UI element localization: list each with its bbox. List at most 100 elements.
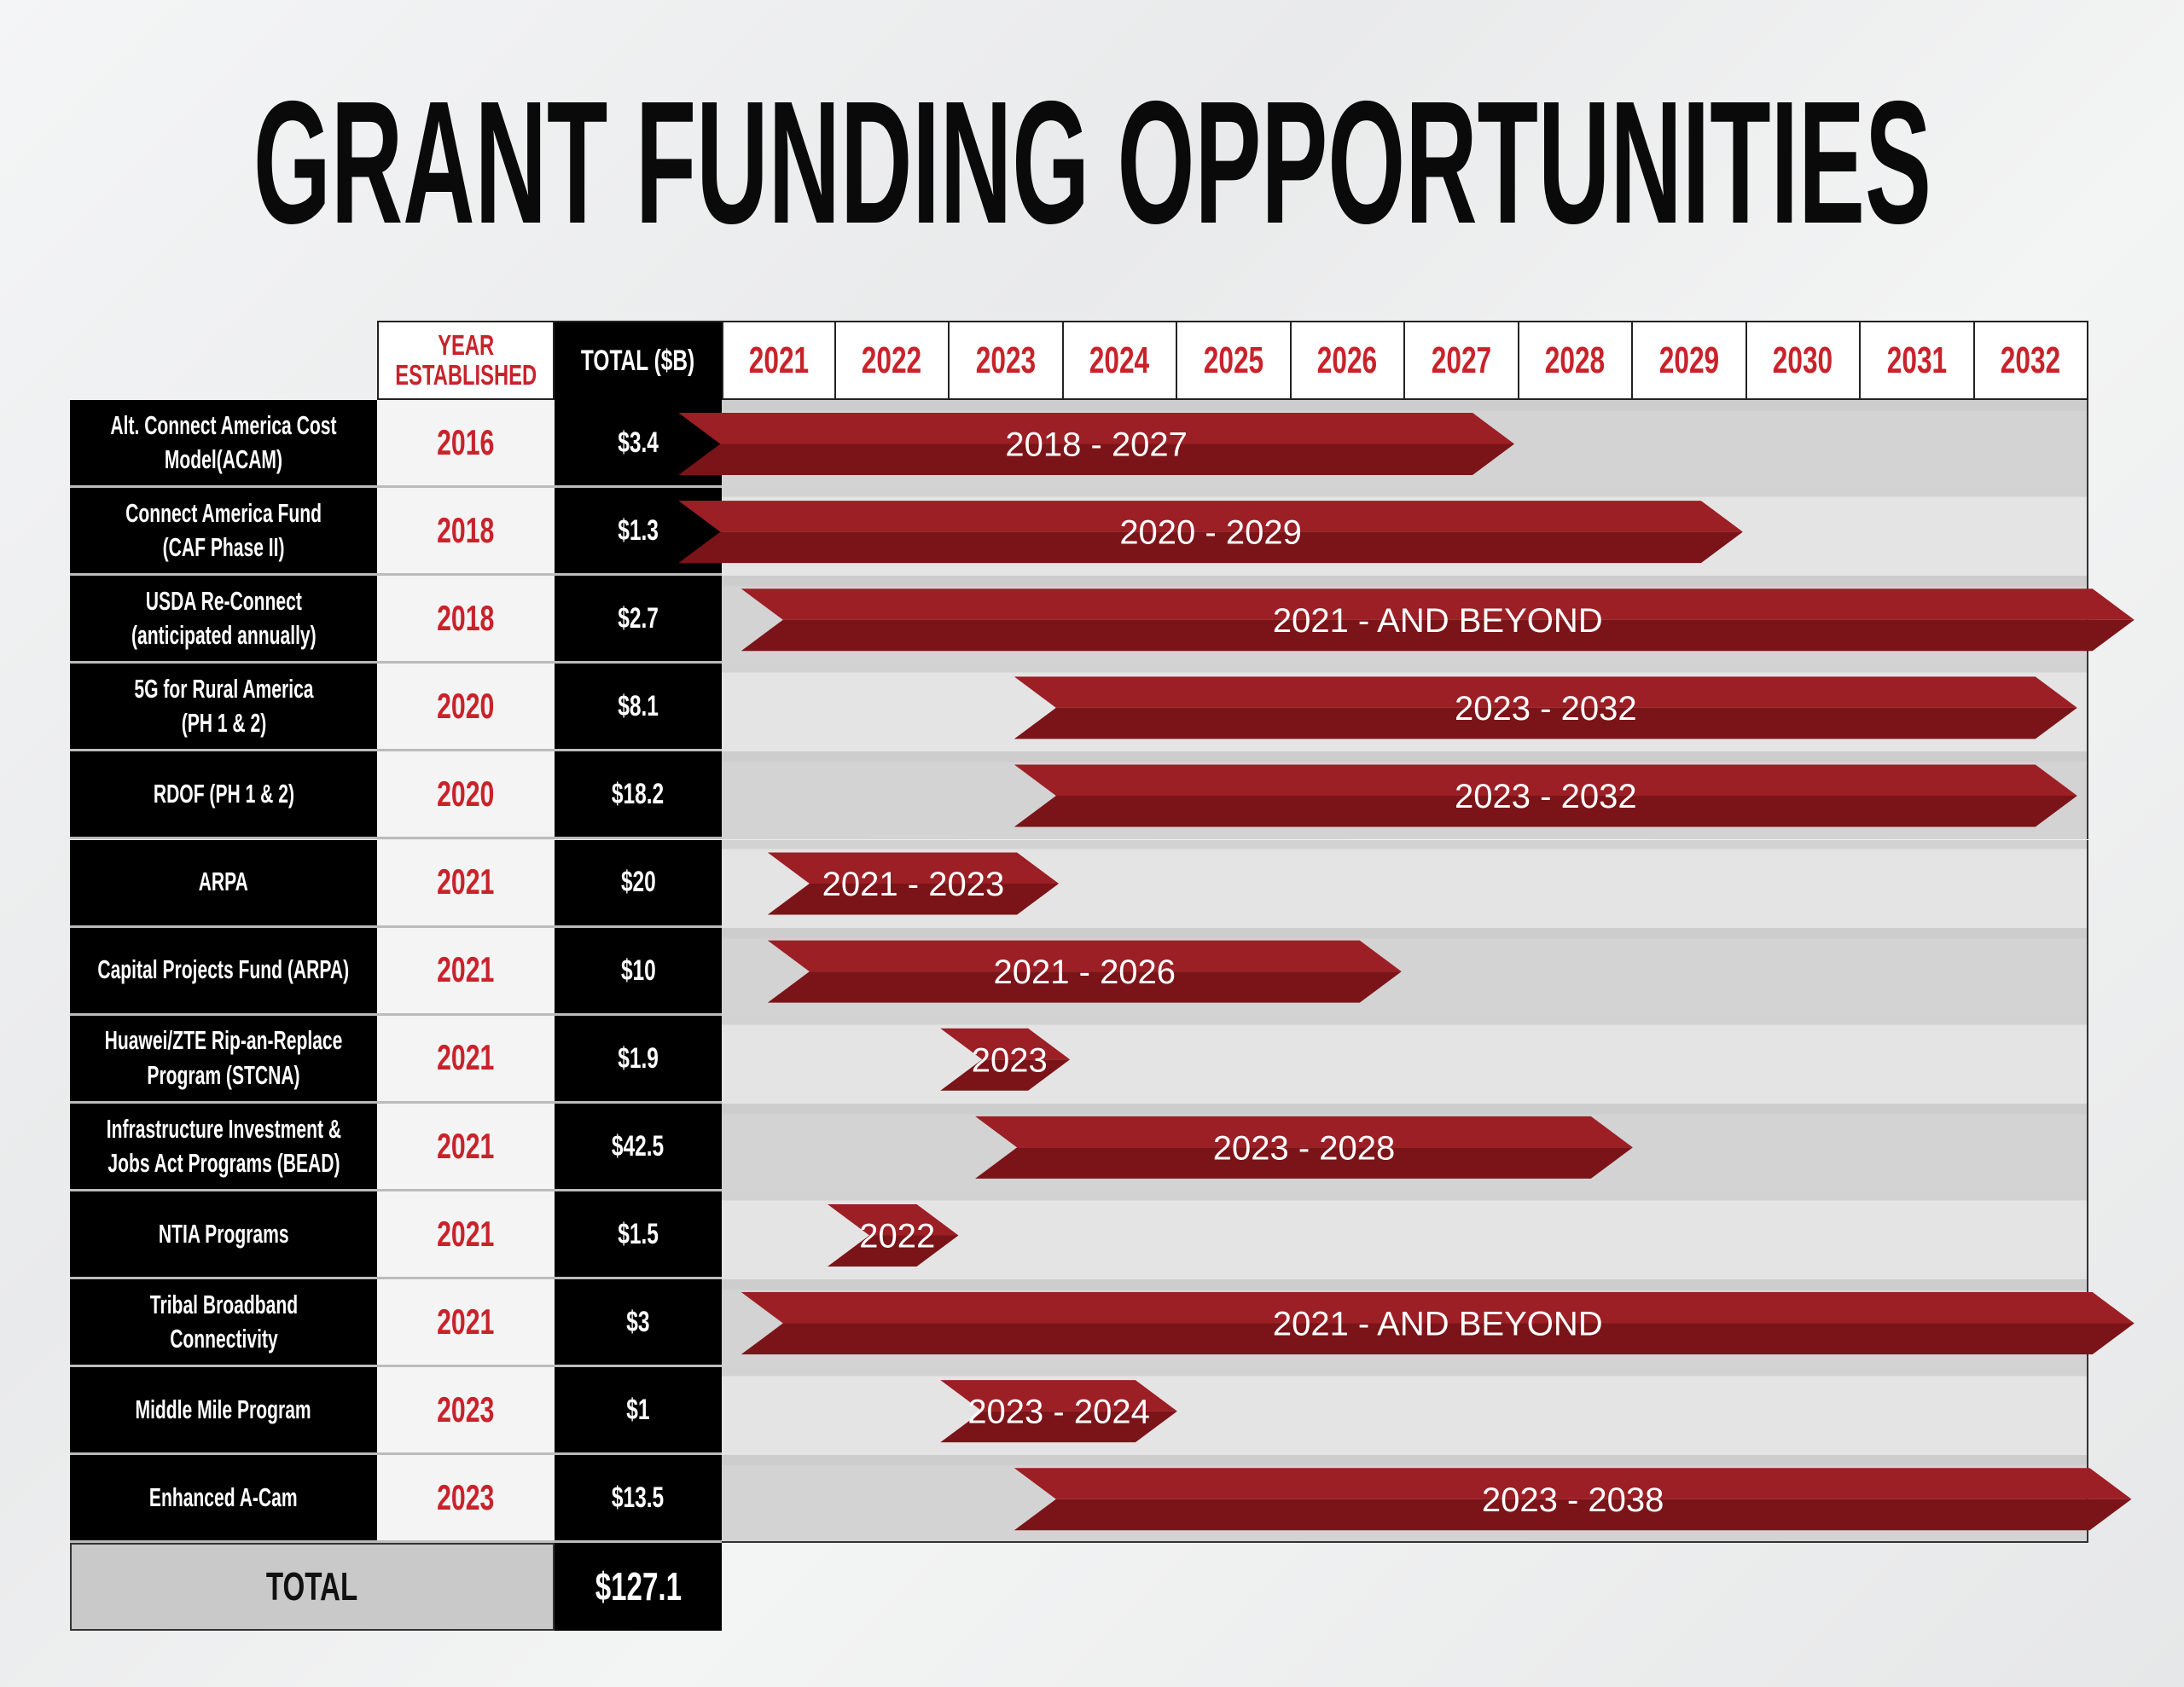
bar-bottom-half xyxy=(975,1147,1633,1179)
bar-period-label: 2020 - 2029 xyxy=(1119,514,1302,552)
bar-period-label: 2021 - 2023 xyxy=(822,866,1005,903)
program-name: Alt. Connect America Cost Model(ACAM) xyxy=(70,400,377,489)
bar-top-half xyxy=(741,588,2135,620)
program-total: $2.7 xyxy=(555,576,722,664)
bar-bottom-half xyxy=(940,1411,1177,1443)
program-name: Middle Mile Program xyxy=(70,1367,377,1456)
timeline-bar: 2023 - 2032 xyxy=(1014,764,2077,827)
year-established: 2023 xyxy=(377,1367,555,1456)
bar-bottom-half xyxy=(940,1059,1071,1091)
bar-bottom-half xyxy=(678,443,1515,476)
timeline-bar: 2021 - AND BEYOND xyxy=(741,588,2135,652)
bar-top-half xyxy=(940,1380,1177,1412)
program-name: Huawei/ZTE Rip-an-Replace Program (STCNA… xyxy=(70,1015,377,1104)
year-established: 2021 xyxy=(377,1103,555,1191)
bar-top-half xyxy=(1014,764,2077,796)
bar-bottom-half xyxy=(1014,1499,2132,1531)
program-total: $1.5 xyxy=(555,1191,722,1279)
header-year-2026: 2026 xyxy=(1291,321,1405,400)
timeline-bar: 2022 xyxy=(828,1203,959,1267)
timeline-bar: 2021 - AND BEYOND xyxy=(741,1292,2135,1355)
year-established: 2020 xyxy=(377,664,555,752)
bar-top-half xyxy=(767,940,1402,972)
timeline-bar: 2023 - 2038 xyxy=(1014,1468,2132,1531)
bar-period-label: 2023 - 2028 xyxy=(1213,1129,1396,1167)
bar-top-half xyxy=(828,1203,959,1236)
year-established: 2023 xyxy=(377,1455,555,1544)
bar-top-half xyxy=(975,1116,1633,1148)
bar-bottom-half xyxy=(1014,795,2077,827)
bar-period-label: 2023 - 2024 xyxy=(967,1394,1150,1431)
timeline-bar: 2021 - 2023 xyxy=(767,852,1060,915)
year-established: 2020 xyxy=(377,751,555,840)
timeline-bar: 2023 - 2028 xyxy=(975,1116,1633,1179)
bar-top-half xyxy=(1014,676,2077,708)
header-year-2031: 2031 xyxy=(1861,321,1975,400)
bar-period-label: 2023 xyxy=(972,1041,1048,1079)
year-established: 2021 xyxy=(377,927,555,1016)
bar-period-label: 2022 xyxy=(859,1217,935,1255)
header-year-2022: 2022 xyxy=(835,321,950,400)
header-year-2023: 2023 xyxy=(950,321,1064,400)
bar-period-label: 2021 - AND BEYOND xyxy=(1273,602,1603,640)
year-established: 2021 xyxy=(377,1191,555,1279)
header-year-2024: 2024 xyxy=(1063,321,1177,400)
timeline-bar: 2021 - 2026 xyxy=(767,940,1402,1003)
header-year-2028: 2028 xyxy=(1519,321,1633,400)
year-established: 2018 xyxy=(377,488,555,577)
bar-top-half xyxy=(1014,1468,2132,1499)
bar-period-label: 2021 - 2026 xyxy=(994,954,1176,991)
program-total: $8.1 xyxy=(555,664,722,752)
header-year-2021: 2021 xyxy=(722,321,836,400)
grand-total: $127.1 xyxy=(555,1543,722,1632)
header-year-established: YEAR ESTABLISHED xyxy=(377,321,555,400)
program-total: $20 xyxy=(555,839,722,928)
year-established: 2021 xyxy=(377,839,555,928)
timeline-bar: 2023 xyxy=(940,1028,1071,1091)
program-name: Enhanced A-Cam xyxy=(70,1455,377,1544)
header-year-2027: 2027 xyxy=(1405,321,1519,400)
timeline-bar: 2023 - 2032 xyxy=(1014,676,2077,739)
timeline-bar: 2020 - 2029 xyxy=(678,501,1743,564)
program-name: Tribal Broadband Connectivity xyxy=(70,1279,377,1368)
program-total: $18.2 xyxy=(555,751,722,840)
bar-period-label: 2023 - 2032 xyxy=(1455,778,1637,815)
bar-bottom-half xyxy=(741,619,2135,652)
bar-period-label: 2021 - AND BEYOND xyxy=(1273,1306,1603,1343)
page-title: GRANT FUNDING OPPORTUNITIES xyxy=(253,65,1931,260)
year-established: 2021 xyxy=(377,1279,555,1368)
program-name: Infrastructure Investment & Jobs Act Pro… xyxy=(70,1103,377,1191)
program-total: $42.5 xyxy=(555,1103,722,1191)
program-total: $13.5 xyxy=(555,1455,722,1544)
total-label: TOTAL xyxy=(70,1543,555,1632)
bar-bottom-half xyxy=(767,971,1402,1003)
program-name: Connect America Fund (CAF Phase II) xyxy=(70,488,377,577)
year-established: 2016 xyxy=(377,400,555,489)
bar-bottom-half xyxy=(1014,707,2077,739)
program-name: RDOF (PH 1 & 2) xyxy=(70,751,377,840)
bar-top-half xyxy=(741,1292,2135,1324)
program-name: USDA Re-Connect (anticipated annually) xyxy=(70,576,377,664)
program-name: 5G for Rural America (PH 1 & 2) xyxy=(70,664,377,752)
bar-period-label: 2023 - 2038 xyxy=(1482,1481,1664,1519)
timeline-bar: 2018 - 2027 xyxy=(678,413,1515,476)
program-total: $1.9 xyxy=(555,1015,722,1104)
header-year-2030: 2030 xyxy=(1746,321,1861,400)
header-year-2032: 2032 xyxy=(1974,321,2088,400)
year-established: 2021 xyxy=(377,1015,555,1104)
bar-period-label: 2018 - 2027 xyxy=(1005,426,1188,464)
program-name: Capital Projects Fund (ARPA) xyxy=(70,927,377,1016)
bar-bottom-half xyxy=(741,1323,2135,1355)
program-total: $10 xyxy=(555,927,722,1016)
bar-top-half xyxy=(678,501,1743,532)
header-year-2025: 2025 xyxy=(1177,321,1292,400)
header-year-2029: 2029 xyxy=(1633,321,1747,400)
bar-bottom-half xyxy=(678,531,1743,564)
year-established: 2018 xyxy=(377,576,555,664)
bar-top-half xyxy=(940,1028,1071,1060)
bar-period-label: 2023 - 2032 xyxy=(1455,690,1637,728)
program-name: ARPA xyxy=(70,839,377,928)
program-name: NTIA Programs xyxy=(70,1191,377,1279)
program-total: $3 xyxy=(555,1279,722,1368)
